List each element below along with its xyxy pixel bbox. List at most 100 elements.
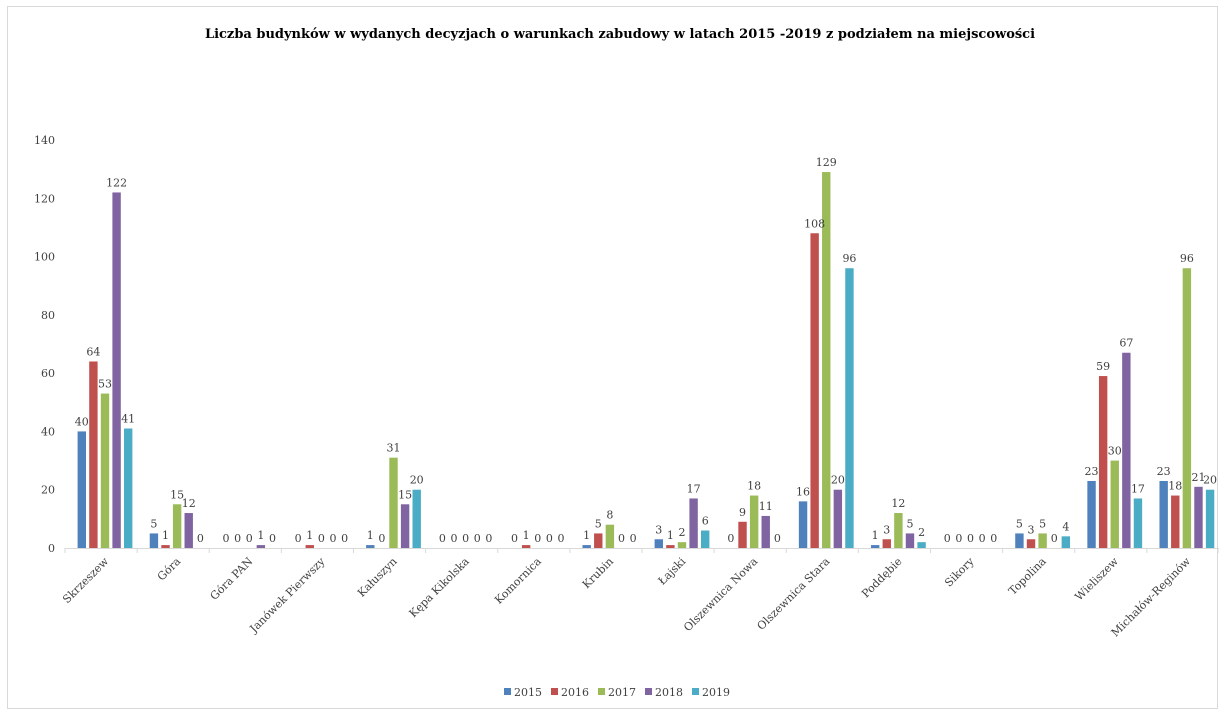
legend-swatch — [504, 688, 511, 695]
bar — [666, 545, 675, 548]
bar — [761, 515, 770, 548]
data-label: 0 — [1051, 532, 1058, 545]
data-label: 0 — [451, 532, 458, 545]
data-label: 0 — [511, 532, 518, 545]
bar — [594, 533, 603, 548]
bar-chart: Liczba budynków w wydanych decyzjach o w… — [34, 27, 1219, 699]
data-label: 1 — [583, 529, 590, 542]
bar — [1015, 533, 1024, 548]
data-label: 16 — [796, 485, 810, 498]
data-label: 20 — [831, 474, 845, 487]
data-label: 18 — [747, 480, 761, 493]
bar — [1171, 495, 1180, 548]
bar — [1205, 489, 1215, 548]
data-label: 3 — [655, 523, 662, 536]
data-label: 1 — [367, 529, 374, 542]
data-label: 0 — [557, 532, 564, 545]
category-label: Kępa Kikolska — [407, 555, 473, 621]
category-label: Poddębie — [859, 555, 904, 600]
bar — [822, 172, 831, 549]
bar — [1110, 460, 1119, 548]
data-label: 0 — [990, 532, 997, 545]
data-label: 0 — [944, 532, 951, 545]
legend-label: 2018 — [655, 686, 683, 699]
data-label: 18 — [1168, 480, 1182, 493]
data-label: 0 — [979, 532, 986, 545]
data-label: 5 — [595, 517, 602, 530]
bar — [89, 361, 98, 548]
data-label: 1 — [257, 529, 264, 542]
data-label: 0 — [485, 532, 492, 545]
y-tick-label: 140 — [34, 134, 55, 147]
chart-area: Liczba budynków w wydanych decyzjach o w… — [7, 6, 1219, 709]
category-label: Olszewnica Nowa — [681, 555, 760, 634]
bar — [582, 545, 591, 548]
bar — [1038, 533, 1047, 548]
legend-label: 2019 — [702, 686, 730, 699]
data-label: 64 — [86, 345, 100, 358]
bar — [833, 489, 843, 548]
data-label: 0 — [295, 532, 302, 545]
bars — [77, 172, 1215, 549]
data-label: 11 — [759, 500, 773, 513]
data-label: 0 — [341, 532, 348, 545]
data-label: 20 — [410, 474, 424, 487]
data-label: 96 — [842, 252, 856, 265]
data-label: 8 — [606, 509, 613, 522]
bar — [149, 533, 159, 548]
data-label: 1 — [162, 529, 169, 542]
bar — [882, 539, 891, 548]
data-label: 0 — [546, 532, 553, 545]
category-label: Olszewnica Stara — [755, 555, 833, 633]
y-tick-label: 120 — [34, 192, 55, 205]
bar — [184, 513, 193, 548]
bar — [1098, 376, 1108, 548]
bar — [112, 192, 121, 548]
data-label: 0 — [378, 532, 385, 545]
data-label: 3 — [1028, 523, 1035, 536]
data-label: 0 — [223, 532, 230, 545]
data-label: 1 — [306, 529, 313, 542]
data-label: 5 — [150, 517, 157, 530]
bar — [305, 545, 314, 548]
category-label: Krubin — [580, 555, 616, 591]
category-label: Topolina — [1006, 555, 1049, 598]
data-label: 3 — [883, 523, 890, 536]
y-tick-label: 60 — [41, 367, 55, 380]
data-label: 53 — [98, 378, 112, 391]
data-label: 17 — [687, 482, 701, 495]
data-label: 21 — [1191, 471, 1205, 484]
bar — [256, 545, 266, 548]
category-label: Janówek Pierwszy — [247, 554, 329, 636]
y-tick-label: 0 — [48, 542, 55, 555]
bar — [1133, 498, 1143, 548]
data-label: 41 — [121, 413, 135, 426]
y-tick-label: 20 — [41, 484, 55, 497]
data-label: 17 — [1131, 482, 1145, 495]
data-label: 122 — [106, 176, 127, 189]
data-label: 0 — [474, 532, 481, 545]
bar — [1061, 536, 1071, 548]
data-label: 0 — [197, 532, 204, 545]
bar — [810, 233, 819, 548]
data-label: 6 — [702, 515, 709, 528]
category-label: Góra PAN — [208, 555, 256, 603]
data-label: 12 — [891, 497, 905, 510]
bar — [749, 495, 759, 548]
legend-swatch — [551, 688, 558, 695]
bar — [738, 521, 747, 548]
data-label: 0 — [534, 532, 541, 545]
bar — [100, 393, 110, 548]
data-label: 0 — [774, 532, 781, 545]
bar — [366, 545, 375, 548]
category-label: Michałów-Reginów — [1109, 555, 1194, 640]
data-label: 0 — [439, 532, 446, 545]
data-label: 67 — [1119, 337, 1133, 350]
bar — [400, 504, 410, 548]
data-label: 0 — [462, 532, 469, 545]
category-label: Góra — [155, 555, 184, 584]
category-label: Łajski — [656, 555, 689, 588]
legend-swatch — [645, 688, 652, 695]
bar — [798, 501, 808, 548]
